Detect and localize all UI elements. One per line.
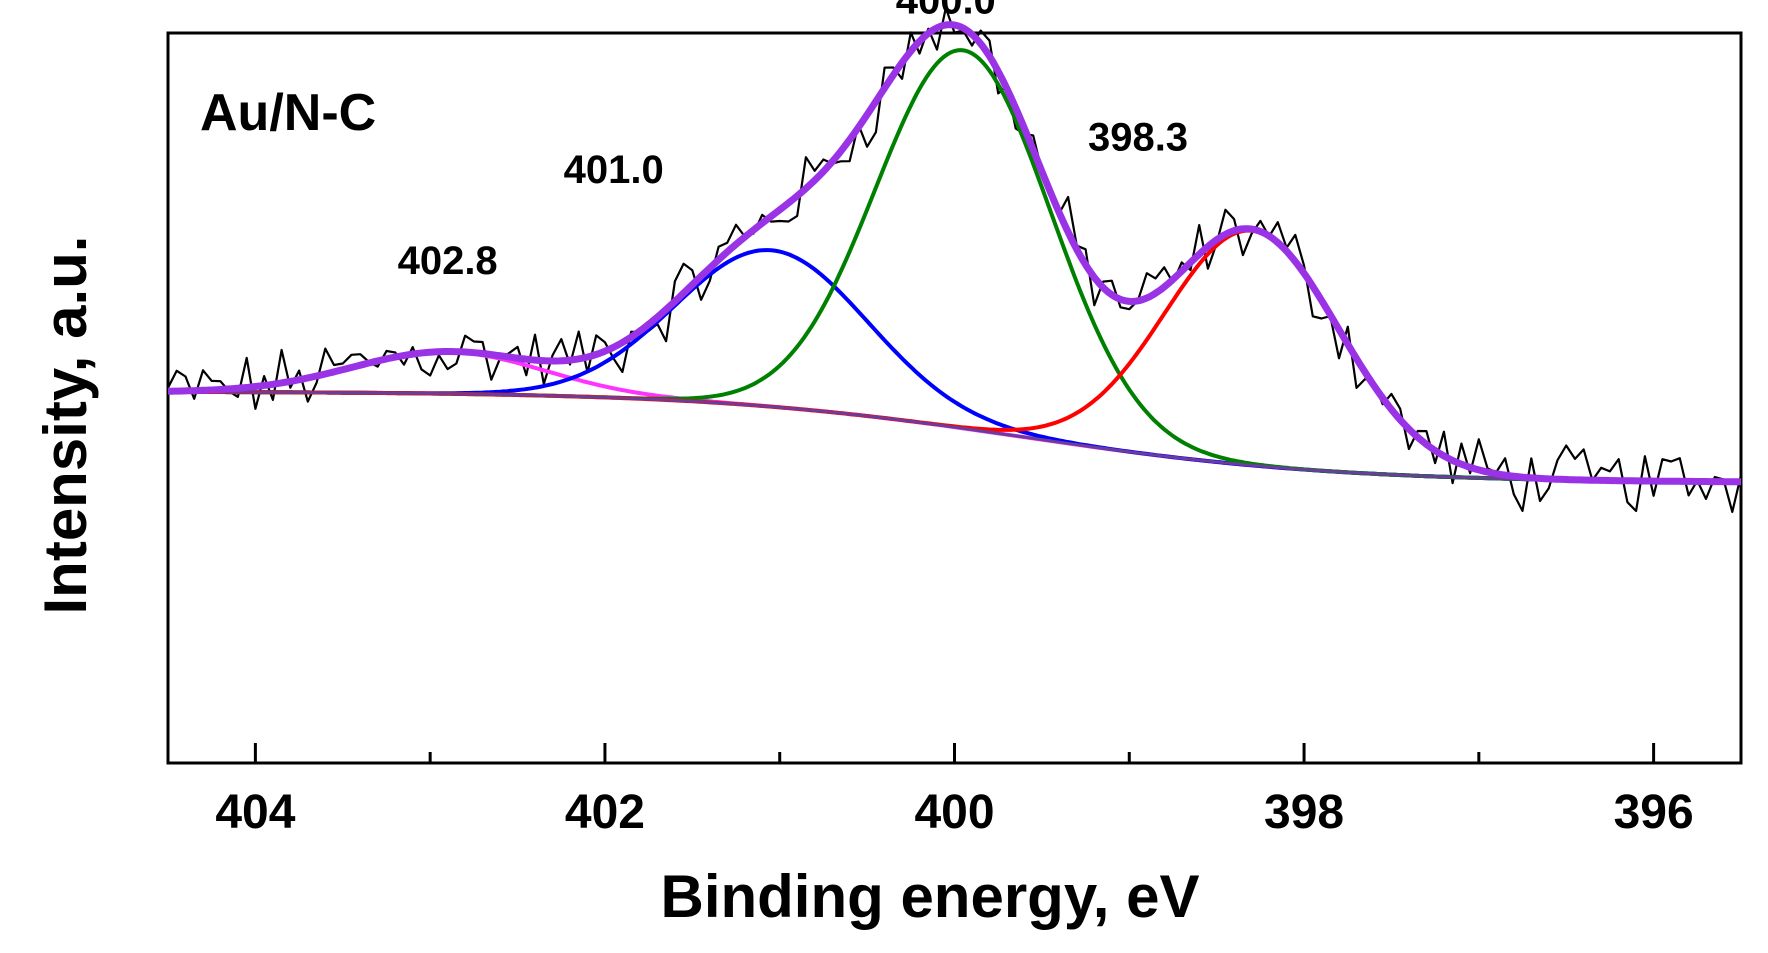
sample-label: Au/N-C <box>200 84 376 142</box>
background-line <box>168 390 1741 484</box>
plot-frame <box>166 31 1743 765</box>
x-tick-label: 396 <box>1614 786 1694 839</box>
series-layer <box>167 6 1743 513</box>
peak-label: 398.3 <box>1088 115 1188 159</box>
x-axis-title: Binding energy, eV <box>661 863 1200 930</box>
envelope-fit-line <box>167 21 1741 486</box>
x-tick-label: 404 <box>215 786 295 839</box>
peak-curve <box>168 248 1741 484</box>
peak-label: 402.8 <box>398 239 498 283</box>
x-axis-tick-labels: 404 402 400 398 396 <box>215 786 1693 839</box>
raw-data-line <box>167 6 1743 513</box>
y-axis-title: Intensity, a.u. <box>32 236 99 615</box>
peak-label: 401.0 <box>564 148 664 192</box>
x-tick-label: 400 <box>914 786 994 839</box>
peak-label: 400.0 <box>896 0 996 22</box>
x-tick-label: 398 <box>1264 786 1344 839</box>
x-tick-label: 402 <box>565 786 645 839</box>
x-axis-ticks <box>253 743 1656 763</box>
peak-annotations: 402.8 401.0 400.0 398.3 <box>398 0 1188 283</box>
